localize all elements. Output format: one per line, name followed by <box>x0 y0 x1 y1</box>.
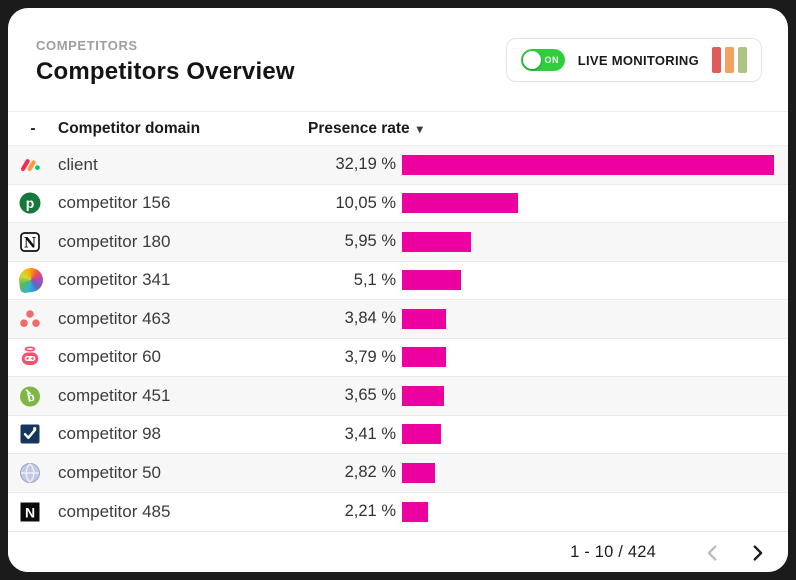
competitors-overview-card: COMPETITORS Competitors Overview ON LIVE… <box>8 8 788 572</box>
table-row[interactable]: competitor 463 3,84 % <box>8 300 788 339</box>
svg-text:b: b <box>26 389 36 404</box>
table-row[interactable]: p competitor 156 10,05 % <box>8 184 788 223</box>
presence-rate-bar <box>402 347 446 368</box>
presence-rate-bar <box>402 462 435 483</box>
column-header-icon: - <box>30 119 36 137</box>
table-header: - Competitor domain Presence rate ▾ <box>8 112 788 146</box>
table-row[interactable]: N competitor 485 2,21 % <box>8 492 788 532</box>
asana-dots-icon <box>8 307 58 331</box>
table-body: client 32,19 % p competitor 156 10,05 % … <box>8 146 788 531</box>
chevron-left-icon <box>707 544 717 561</box>
presence-rate-value: 3,79 % <box>344 347 396 366</box>
competitor-domain: competitor 451 <box>58 385 171 405</box>
previous-page-button[interactable] <box>698 538 728 568</box>
presence-rate-bar <box>402 501 428 522</box>
table-row[interactable]: competitor 60 3,79 % <box>8 338 788 377</box>
presence-rate-bar-track <box>396 377 788 415</box>
column-header-presence-rate[interactable]: Presence rate ▾ <box>308 120 788 138</box>
presence-rate-bar <box>402 270 461 291</box>
presence-rate-value: 3,65 % <box>344 386 396 405</box>
competitor-domain: competitor 341 <box>58 270 171 290</box>
chevron-right-icon <box>753 544 763 561</box>
presence-rate-bar-track <box>396 223 788 261</box>
card-eyebrow: COMPETITORS <box>36 38 138 53</box>
table-row[interactable]: competitor 50 2,82 % <box>8 454 788 493</box>
toggle-knob <box>522 51 541 69</box>
presence-rate-bar <box>402 385 445 406</box>
globe-icon <box>8 461 58 485</box>
presence-rate-bar <box>402 193 519 214</box>
svg-text:N: N <box>24 235 36 251</box>
table-row[interactable]: competitor 98 3,41 % <box>8 415 788 454</box>
table-row[interactable]: competitor 341 5,1 % <box>8 261 788 300</box>
presence-rate-label: Presence rate <box>308 119 410 137</box>
svg-text:p: p <box>26 195 35 211</box>
svg-text:N: N <box>25 504 35 520</box>
presence-rate-value: 5,1 % <box>353 270 396 289</box>
presence-rate-bar-track <box>396 146 788 184</box>
signal-bars-icon <box>712 47 747 73</box>
presence-rate-bar-track <box>396 262 788 300</box>
pagination-range: 1 - 10 / 424 <box>570 543 656 561</box>
notion-n-icon: N <box>8 230 58 254</box>
competitor-domain: client <box>58 154 98 174</box>
presence-rate-bar <box>402 424 442 445</box>
competitor-domain: competitor 98 <box>58 424 161 444</box>
competitor-domain: competitor 485 <box>58 501 171 521</box>
navy-checkbox-icon <box>8 422 58 446</box>
presence-rate-bar <box>402 308 447 329</box>
page-title: Competitors Overview <box>36 58 295 85</box>
presence-rate-value: 3,41 % <box>344 424 396 443</box>
competitor-domain: competitor 156 <box>58 193 171 213</box>
monday-logo-icon <box>8 153 58 177</box>
live-monitoring-toggle[interactable]: ON <box>520 49 565 71</box>
competitor-domain: competitor 60 <box>58 347 161 367</box>
presence-rate-value: 10,05 % <box>335 193 396 212</box>
color-leaf-icon <box>8 266 58 294</box>
column-header-domain: Competitor domain <box>58 119 201 137</box>
presence-rate-bar-track <box>396 300 788 338</box>
toggle-state-label: ON <box>544 55 559 65</box>
pagination-bar: 1 - 10 / 424 <box>8 531 788 572</box>
competitor-domain: competitor 50 <box>58 462 161 482</box>
pipedrive-p-icon: p <box>8 191 58 215</box>
presence-rate-value: 5,95 % <box>344 232 396 251</box>
presence-rate-bar-track <box>396 185 788 223</box>
presence-rate-value: 3,84 % <box>344 309 396 328</box>
robot-halo-icon <box>8 345 58 369</box>
black-n-icon: N <box>8 500 58 524</box>
presence-rate-value: 2,21 % <box>344 502 396 521</box>
presence-rate-value: 32,19 % <box>335 155 396 174</box>
presence-rate-bar-track <box>396 416 788 454</box>
presence-rate-bar <box>402 231 471 252</box>
competitor-domain: competitor 463 <box>58 308 171 328</box>
next-page-button[interactable] <box>742 538 772 568</box>
table-row[interactable]: b competitor 451 3,65 % <box>8 377 788 416</box>
card-titles: COMPETITORS Competitors Overview <box>36 34 295 86</box>
presence-rate-bar-track <box>396 339 788 377</box>
sprout-b-icon: b <box>8 384 58 408</box>
table-row[interactable]: N competitor 180 5,95 % <box>8 223 788 262</box>
live-monitoring-pill: ON LIVE MONITORING <box>505 38 762 82</box>
card-header: COMPETITORS Competitors Overview ON LIVE… <box>8 8 788 112</box>
sort-caret-icon: ▾ <box>416 121 423 136</box>
presence-rate-bar <box>402 154 775 175</box>
competitor-domain: competitor 180 <box>58 231 171 251</box>
presence-rate-bar-track <box>396 454 788 492</box>
presence-rate-value: 2,82 % <box>344 463 396 482</box>
presence-rate-bar-track <box>396 493 788 532</box>
table-row[interactable]: client 32,19 % <box>8 146 788 185</box>
live-monitoring-label: LIVE MONITORING <box>577 52 699 68</box>
